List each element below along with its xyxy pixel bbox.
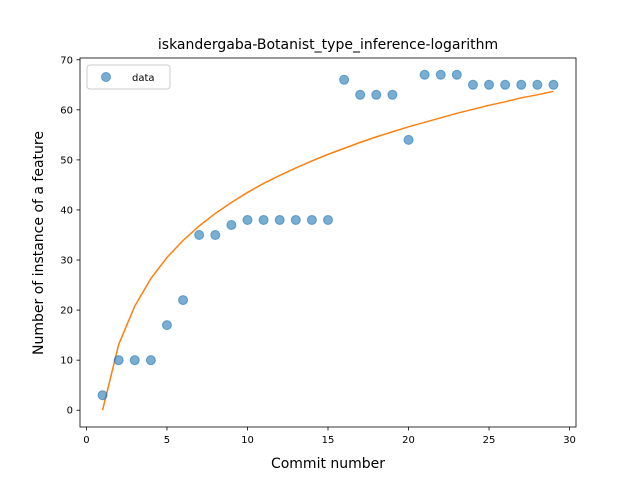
data-point — [161, 320, 172, 331]
data-point — [484, 79, 495, 90]
x-tick-label: 0 — [83, 435, 89, 446]
y-tick-label: 20 — [60, 306, 73, 317]
data-point — [242, 214, 253, 225]
x-tick-label: 5 — [164, 435, 170, 446]
data-point — [290, 214, 301, 225]
data-point — [516, 79, 527, 90]
x-tick-label: 10 — [241, 435, 254, 446]
y-tick-label: 10 — [60, 356, 73, 367]
y-tick-label: 0 — [67, 406, 73, 417]
data-point — [387, 89, 398, 100]
data-point — [419, 69, 430, 80]
data-point — [323, 214, 333, 225]
y-axis-label: Number of instance of a feature — [31, 131, 47, 355]
data-point — [194, 229, 205, 240]
x-tick-label: 20 — [402, 435, 415, 446]
data-point — [500, 79, 511, 90]
data-point — [467, 79, 478, 90]
x-tick-label: 15 — [322, 435, 335, 446]
data-point — [145, 355, 156, 366]
x-axis-label: Commit number — [271, 456, 385, 472]
data-point — [178, 295, 189, 306]
data-point — [226, 219, 237, 230]
y-tick-label: 60 — [60, 105, 73, 116]
data-point — [129, 355, 140, 366]
legend-box — [86, 64, 171, 90]
data-point — [548, 79, 559, 90]
data-point — [339, 74, 350, 85]
data-point — [371, 89, 382, 100]
data-point — [355, 89, 366, 100]
plot-area: 0 5 10 15 20 25 30 0 10 20 30 40 50 60 70 — [60, 55, 577, 446]
data-point — [451, 69, 462, 80]
legend-label-data: data — [132, 73, 155, 84]
data-point — [258, 214, 269, 225]
data-point — [210, 229, 221, 240]
fit-line — [101, 90, 554, 411]
data-point — [403, 134, 414, 145]
data-point — [306, 214, 317, 225]
x-tick-label: 25 — [483, 435, 496, 446]
y-tick-label: 70 — [60, 55, 73, 66]
data-point — [113, 355, 124, 366]
legend: data — [86, 64, 171, 90]
y-tick-label: 40 — [60, 205, 73, 216]
data-point — [435, 69, 446, 80]
y-tick-label: 30 — [60, 256, 73, 267]
chart-title: iskandergaba-Botanist_type_inference-log… — [158, 37, 498, 53]
data-point — [274, 214, 285, 225]
legend-marker — [101, 72, 111, 82]
data-point — [532, 79, 543, 90]
x-tick-label: 30 — [563, 435, 576, 446]
data-point — [97, 390, 108, 401]
y-tick-label: 50 — [60, 155, 73, 166]
